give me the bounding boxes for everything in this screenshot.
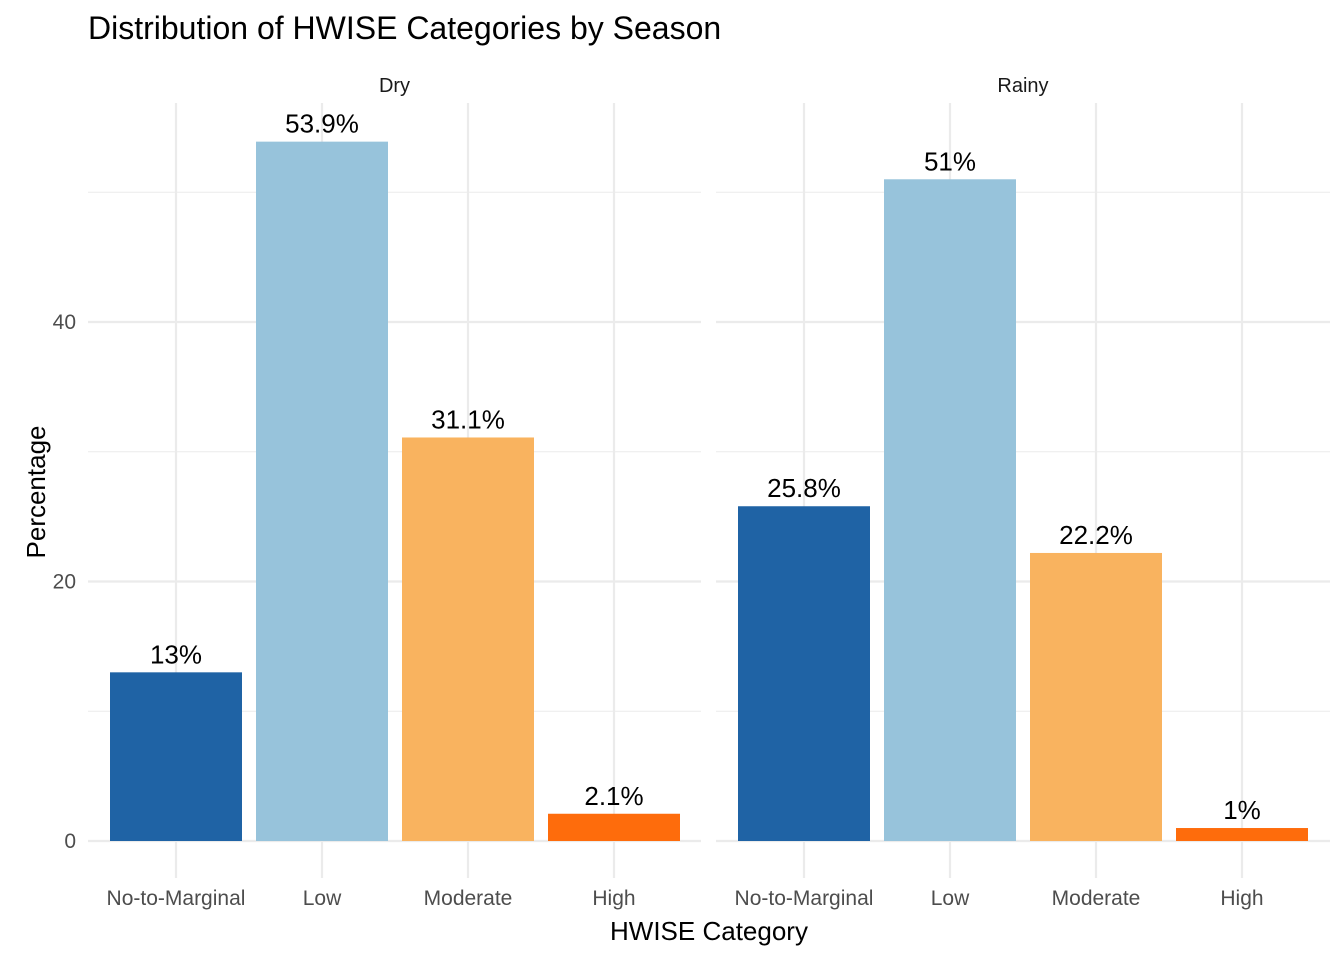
x-tick-label: Low	[931, 887, 970, 910]
data-label: 51%	[924, 146, 976, 176]
bar-dry-low	[256, 141, 388, 841]
y-tick-label: 40	[53, 311, 76, 334]
bar-dry-moderate	[402, 437, 534, 841]
bar-dry-no-to-marginal	[110, 672, 242, 841]
bar-dry-high	[548, 813, 680, 841]
data-label: 53.9%	[285, 109, 359, 139]
y-tick-label: 0	[64, 830, 76, 853]
facet-panel-rainy: Rainy 25.8% No-to-Marginal 51% Low 22.2% Moder…	[716, 75, 1330, 910]
x-tick-label: Moderate	[424, 887, 513, 910]
data-label: 31.1%	[431, 404, 505, 434]
x-tick-label: High	[1220, 887, 1263, 910]
bar-rainy-low	[884, 179, 1016, 841]
facet-label: Rainy	[997, 75, 1048, 97]
chart-title: Distribution of HWISE Categories by Seas…	[88, 10, 721, 46]
x-tick-label: No-to-Marginal	[107, 887, 246, 910]
x-tick-label: Moderate	[1052, 887, 1141, 910]
bar-rainy-moderate	[1030, 552, 1162, 841]
x-axis-title: HWISE Category	[610, 916, 808, 946]
x-tick-label: Low	[303, 887, 342, 910]
data-label: 13%	[150, 639, 202, 669]
x-tick-label: No-to-Marginal	[735, 887, 874, 910]
bar-rainy-no-to-marginal	[738, 506, 870, 841]
data-label: 22.2%	[1059, 520, 1133, 550]
data-label: 25.8%	[767, 473, 841, 503]
y-tick-label: 20	[53, 571, 76, 594]
y-axis-title: Percentage	[21, 426, 51, 559]
x-tick-label: High	[592, 887, 635, 910]
facet-panel-dry: Dry 13% No-to-Marginal 53.9% Low 31.1% Moderat…	[88, 75, 701, 910]
bar-rainy-high	[1176, 828, 1308, 841]
facet-label: Dry	[379, 75, 410, 97]
data-label: 2.1%	[584, 781, 643, 811]
data-label: 1%	[1223, 795, 1261, 825]
